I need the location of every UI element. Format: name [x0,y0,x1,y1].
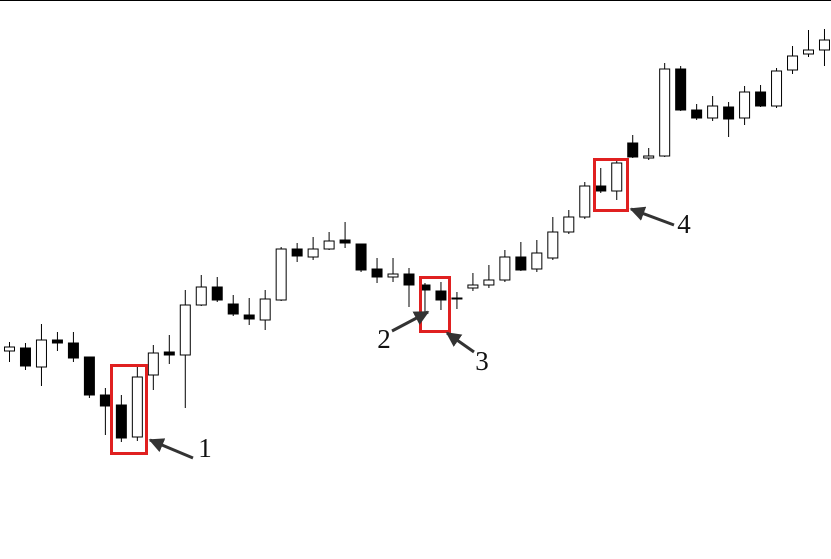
candle-body [131,376,143,438]
arrow [445,331,475,354]
arrow [148,438,194,460]
candle-body [531,252,543,270]
candle-body [547,231,559,259]
candle-body [307,248,319,258]
highlights [110,158,629,455]
candle-body [483,279,495,286]
candle-body [227,303,239,315]
candle-body [659,68,671,157]
candle-body [355,243,367,271]
candle-body [259,298,271,321]
candle-body [435,290,447,301]
candle-body [755,91,767,107]
candles [4,29,830,442]
candle-body [163,351,175,356]
annotation: 1 [198,433,212,463]
candle-body [371,268,383,278]
candle-body [723,106,735,120]
candle-body [771,70,783,107]
annotation: 3 [475,346,489,376]
candle-body [563,216,575,233]
candle-body [467,284,479,289]
candle-body [83,356,95,396]
candle-body [627,142,639,158]
arrow [391,310,430,333]
candle-body [595,185,607,192]
candle-body [19,347,31,367]
candle-body [291,248,303,257]
arrows [148,206,675,460]
annotation: 2 [377,324,391,354]
candle-body [179,304,191,356]
annotation: 4 [677,209,691,239]
candle-body [691,109,703,119]
candle-body [67,342,79,359]
candle-body [339,239,351,244]
candle-body [675,68,687,111]
candle-body [147,352,159,376]
candle-body [387,273,399,278]
candle-body [515,256,527,271]
candle-body [243,314,255,320]
candle-body [35,339,47,368]
candle-body [803,49,814,55]
candle-body [818,39,830,51]
candle-body [643,155,655,159]
candle-body [739,91,751,119]
candle-body [275,248,287,301]
candle-body [707,105,719,119]
candle-body [323,240,335,250]
candle-body [787,55,799,71]
highlight-box [593,158,629,212]
candle-body [51,339,63,344]
candle-body [195,286,207,306]
candle-body [579,185,591,218]
candle-body [451,297,463,300]
candle-body [403,273,415,286]
candle-body [99,394,111,407]
candle-body [499,256,511,281]
candle-body [4,346,15,352]
highlight-box [110,364,148,455]
candle-body [611,162,623,192]
arrow [629,206,675,227]
candle-body [115,404,127,439]
candle-body [211,286,223,301]
highlight-box [419,276,451,333]
